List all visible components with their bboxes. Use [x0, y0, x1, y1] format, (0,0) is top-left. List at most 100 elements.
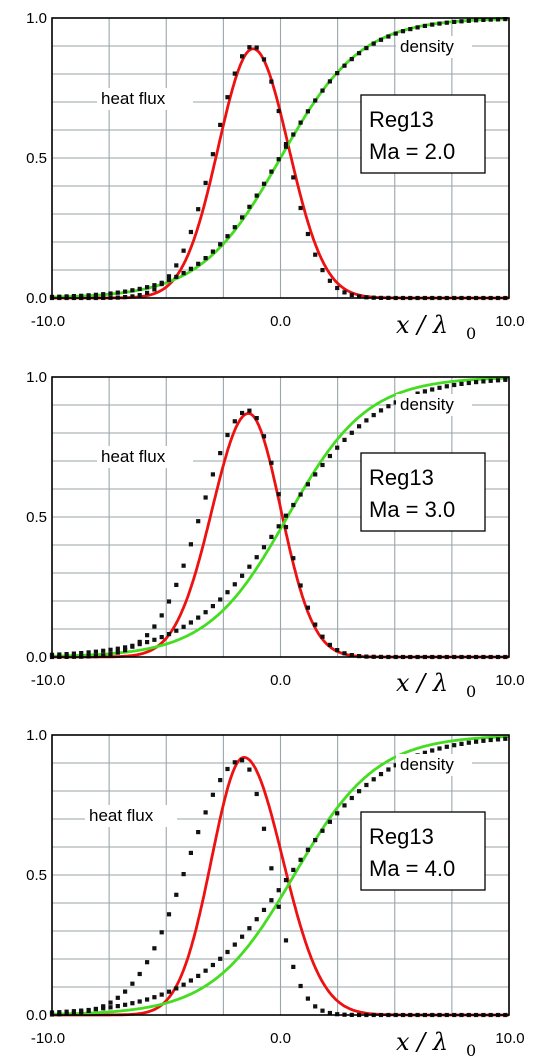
heat-flux-point — [342, 290, 347, 295]
heat-flux-point — [218, 451, 223, 456]
density-point — [430, 22, 435, 27]
density-point — [86, 1007, 91, 1013]
density-point — [503, 17, 508, 22]
density-point — [335, 71, 340, 76]
heat-flux-point — [291, 556, 296, 561]
x-tick-label: 0.0 — [270, 313, 291, 330]
plot-frame — [51, 734, 510, 1016]
heat-flux-point — [225, 95, 230, 100]
heat-flux-point — [305, 605, 310, 610]
density-point — [357, 424, 362, 429]
heat-flux-point — [342, 651, 347, 656]
density-point — [349, 795, 354, 801]
density-point — [79, 651, 84, 656]
mach-number: Ma = 2.0 — [369, 139, 455, 164]
heat-flux-point — [196, 519, 201, 524]
density-point — [196, 973, 201, 978]
density-point — [444, 20, 449, 25]
plot-frame — [51, 17, 510, 299]
density-point — [298, 857, 303, 862]
heat-flux-point — [218, 778, 223, 783]
density-point — [393, 400, 398, 405]
density-point — [386, 767, 391, 772]
density-point — [57, 294, 62, 299]
density-point — [313, 472, 318, 477]
x-tick-label: 0.0 — [270, 672, 291, 689]
density-point — [283, 878, 289, 883]
density-point — [327, 79, 332, 84]
heat-flux-point — [188, 229, 193, 235]
density-point — [247, 926, 252, 931]
heat-flux-point — [93, 653, 98, 659]
density-point — [232, 582, 237, 587]
panel-ma-4: 0.0 0.5 1.0 -10.0 0.0 10.0 x / λ 0 heat flux dens… — [26, 727, 524, 1057]
density-point — [393, 31, 398, 36]
heat-flux-point — [320, 634, 325, 639]
density-point — [269, 898, 274, 903]
density-point — [298, 120, 303, 125]
heat-flux-point — [174, 582, 179, 587]
density-point — [495, 17, 501, 22]
density-point — [261, 545, 267, 550]
heat-flux-point — [313, 1004, 318, 1009]
heat-flux-point — [349, 653, 354, 658]
density-point — [459, 381, 464, 386]
heat-flux-point — [247, 767, 252, 772]
density-point — [203, 256, 208, 261]
density-point — [101, 292, 106, 297]
density-point — [357, 51, 362, 56]
density-point — [86, 650, 91, 655]
density-point — [247, 204, 252, 209]
density-point — [130, 288, 135, 293]
heat-flux-label-bg — [97, 88, 193, 110]
density-point — [254, 555, 259, 560]
density-point — [378, 37, 384, 42]
heat-flux-point — [130, 294, 135, 299]
x-axis-label-subscript: 0 — [466, 324, 476, 343]
heat-flux-point — [225, 766, 230, 772]
density-point — [225, 949, 230, 955]
density-point — [305, 109, 310, 114]
heat-flux-point — [174, 892, 179, 897]
density-point — [495, 737, 501, 742]
mach-number: Ma = 3.0 — [369, 497, 455, 522]
density-point — [452, 743, 457, 748]
heat-flux-point — [240, 54, 245, 59]
heat-flux-point — [232, 71, 237, 76]
heat-flux-point — [261, 57, 267, 62]
heat-flux-point — [313, 622, 318, 627]
density-point — [86, 293, 91, 298]
density-point — [71, 1009, 76, 1014]
density-label-bg — [396, 394, 472, 416]
density-point — [437, 21, 442, 26]
heat-flux-point — [276, 904, 281, 909]
density-point — [320, 88, 325, 93]
density-point — [203, 968, 208, 973]
density-point — [349, 57, 354, 62]
heat-flux-point — [357, 294, 362, 299]
model-name: Reg13 — [369, 465, 434, 490]
heat-flux-point — [174, 263, 179, 268]
density-point — [349, 430, 354, 435]
density-point — [152, 637, 157, 642]
density-point — [174, 628, 179, 633]
density-point — [108, 647, 113, 652]
heat-flux-point — [276, 108, 281, 114]
model-name: Reg13 — [369, 107, 434, 132]
heat-flux-label: heat flux — [101, 89, 166, 108]
heat-flux-point — [203, 495, 208, 500]
density-point — [495, 378, 501, 383]
density-point — [422, 23, 427, 28]
heat-flux-point — [152, 287, 157, 292]
y-tick-label: 1.0 — [26, 10, 47, 27]
density-point — [159, 635, 164, 640]
density-point — [64, 294, 69, 299]
heat-flux-point — [159, 930, 164, 935]
heat-flux-point — [247, 408, 252, 413]
heat-flux-point — [210, 792, 215, 797]
density-point — [137, 999, 142, 1004]
heat-flux-point — [298, 983, 303, 989]
density-label: density — [400, 37, 454, 56]
x-axis-label: x / λ — [396, 669, 448, 697]
density-point — [371, 777, 376, 782]
